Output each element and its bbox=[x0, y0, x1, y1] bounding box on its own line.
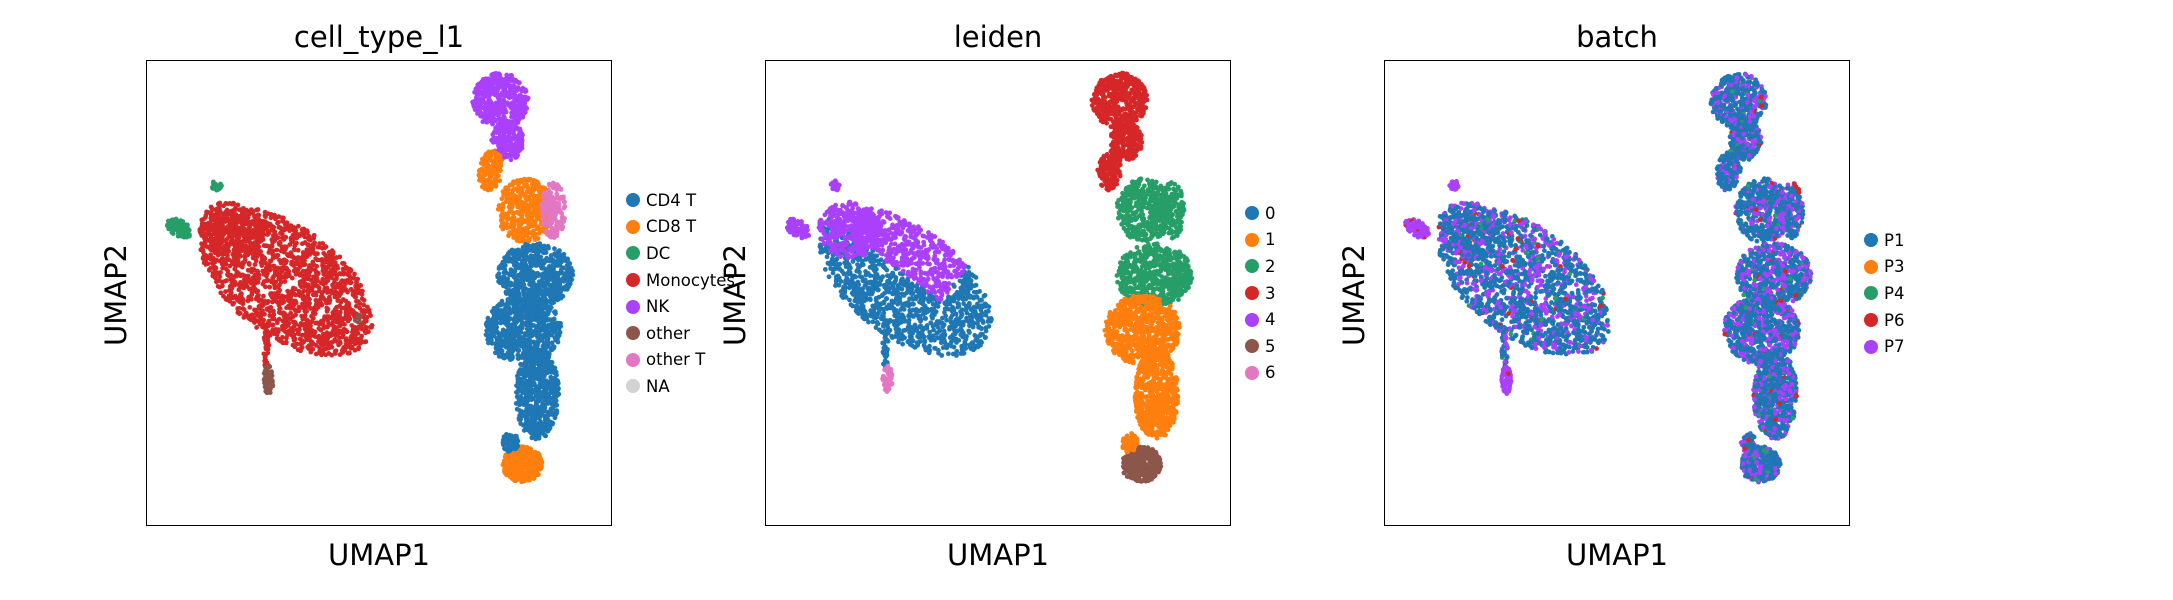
legend-item: 4 bbox=[1245, 306, 1276, 333]
umap-scatter bbox=[1403, 71, 1814, 485]
panel-title: leiden bbox=[953, 20, 1043, 54]
legend-item: P6 bbox=[1864, 307, 1904, 334]
legend-item: P7 bbox=[1864, 333, 1904, 360]
legend-marker bbox=[1245, 365, 1259, 380]
legend-marker bbox=[626, 193, 640, 208]
legend-label: 4 bbox=[1265, 310, 1276, 330]
legend-marker bbox=[1245, 206, 1259, 221]
legend-item: DC bbox=[626, 240, 735, 267]
legend-label: NK bbox=[646, 297, 670, 317]
plot-area bbox=[1384, 60, 1850, 526]
legend-label: P4 bbox=[1884, 283, 1905, 303]
legend-label: 0 bbox=[1265, 203, 1276, 223]
legend-marker bbox=[626, 352, 640, 367]
point-cloud bbox=[1403, 71, 1814, 485]
legend-marker bbox=[1864, 233, 1878, 248]
legend-marker bbox=[1245, 286, 1259, 301]
legend-label: NA bbox=[646, 376, 670, 396]
legend-marker bbox=[1245, 232, 1259, 247]
legend-marker bbox=[626, 273, 640, 288]
legend-item: 5 bbox=[1245, 333, 1276, 360]
legend-label: CD4 T bbox=[646, 190, 697, 210]
legend-label: other T bbox=[646, 350, 706, 370]
legend-marker bbox=[626, 299, 640, 314]
legend-marker bbox=[626, 379, 640, 394]
legend-label: 5 bbox=[1265, 336, 1276, 356]
umap-panel-batch: batch UMAP1 UMAP2 P1 P3 P4 P6 P7 bbox=[1337, 20, 1904, 572]
legend-marker bbox=[1864, 259, 1878, 274]
legend-label: P7 bbox=[1884, 337, 1905, 357]
umap-panel-cell-type: cell_type_l1 UMAP1 UMAP2 CD4 T CD8 T DC Mon… bbox=[0, 0, 735, 600]
legend: P1 P3 P4 P6 P7 bbox=[1864, 227, 1904, 360]
legend-item: other T bbox=[626, 347, 735, 374]
legend-marker bbox=[1245, 339, 1259, 354]
legend-item: CD4 T bbox=[626, 187, 735, 214]
legend-marker bbox=[1245, 312, 1259, 327]
legend-label: 1 bbox=[1265, 230, 1276, 250]
legend-marker bbox=[626, 219, 640, 234]
legend-marker bbox=[626, 326, 640, 341]
legend-item: 0 bbox=[1245, 200, 1276, 227]
legend-label: CD8 T bbox=[646, 217, 697, 237]
legend: CD4 T CD8 T DC Monocytes NK other other T NA bbox=[626, 187, 735, 400]
legend-item: P4 bbox=[1864, 280, 1904, 307]
legend-item: Monocytes bbox=[626, 267, 735, 294]
point-cloud bbox=[784, 70, 1195, 484]
y-axis-label: UMAP2 bbox=[1337, 243, 1371, 347]
legend-item: NK bbox=[626, 293, 735, 320]
x-axis-label: UMAP1 bbox=[327, 538, 431, 572]
legend-item: NA bbox=[626, 373, 735, 400]
legend: 0 1 2 3 4 5 6 bbox=[1245, 200, 1276, 386]
legend-label: Monocytes bbox=[646, 270, 735, 290]
legend-label: 3 bbox=[1265, 283, 1276, 303]
legend-marker bbox=[1864, 339, 1878, 354]
legend-label: P1 bbox=[1884, 230, 1905, 250]
legend-marker bbox=[1864, 286, 1878, 301]
x-axis-label: UMAP1 bbox=[1565, 538, 1669, 572]
panel-title: batch bbox=[1576, 20, 1658, 54]
legend-label: 2 bbox=[1265, 256, 1276, 276]
legend-marker bbox=[626, 246, 640, 261]
legend-item: 2 bbox=[1245, 253, 1276, 280]
legend-item: P3 bbox=[1864, 254, 1904, 281]
x-axis-label: UMAP1 bbox=[946, 538, 1050, 572]
legend-label: other bbox=[646, 323, 690, 343]
panel-title: cell_type_l1 bbox=[293, 20, 465, 54]
legend-item: P1 bbox=[1864, 227, 1904, 254]
umap-scatter bbox=[164, 71, 576, 485]
legend-item: other bbox=[626, 320, 735, 347]
plot-area bbox=[765, 60, 1231, 526]
point-cloud bbox=[164, 71, 576, 485]
plot-area bbox=[146, 60, 612, 526]
legend-label: 6 bbox=[1265, 363, 1276, 383]
legend-marker bbox=[1864, 313, 1878, 328]
legend-marker bbox=[1245, 259, 1259, 274]
legend-item: 3 bbox=[1245, 280, 1276, 307]
legend-item: 1 bbox=[1245, 227, 1276, 254]
legend-label: P6 bbox=[1884, 310, 1905, 330]
legend-item: 6 bbox=[1245, 360, 1276, 387]
legend-item: CD8 T bbox=[626, 214, 735, 241]
umap-scatter bbox=[784, 70, 1195, 484]
legend-label: P3 bbox=[1884, 257, 1905, 277]
legend-label: DC bbox=[646, 243, 671, 263]
